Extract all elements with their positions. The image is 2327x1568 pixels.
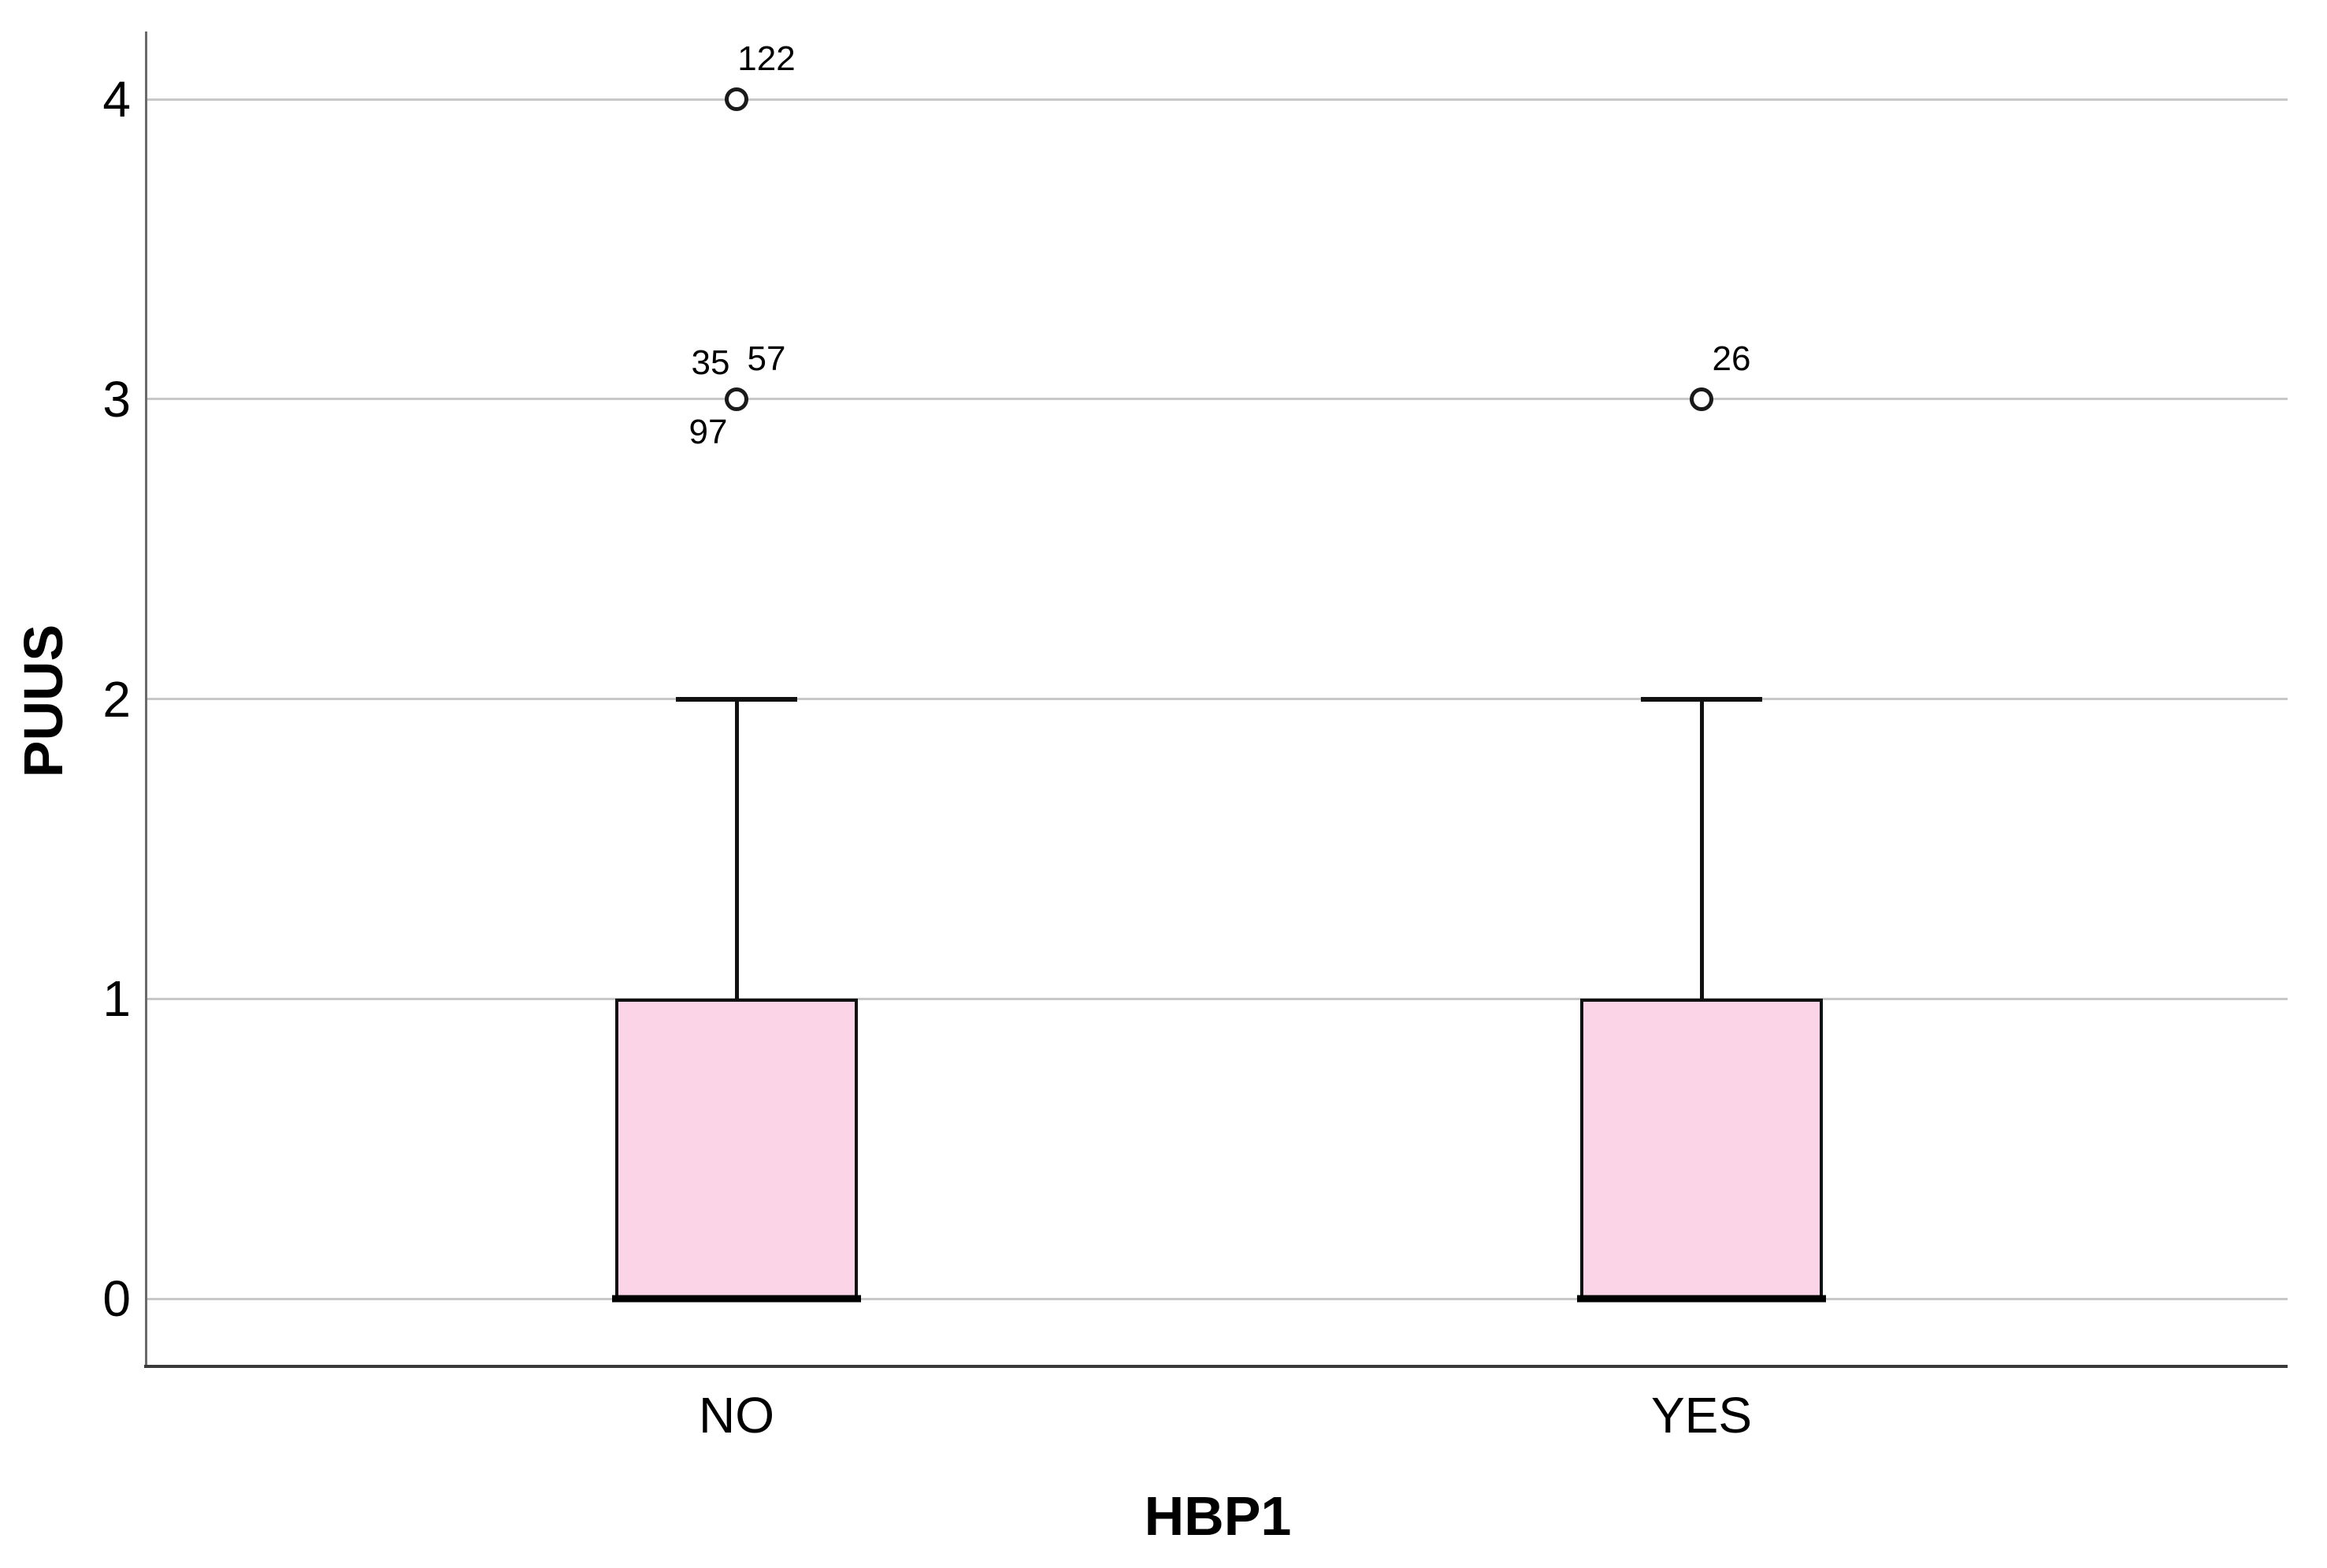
outlier-label: 97	[688, 412, 728, 451]
whisker-cap	[1641, 696, 1762, 702]
y-gridline	[146, 997, 2288, 1000]
median-line	[612, 1295, 861, 1303]
box-iqr	[615, 999, 858, 1299]
y-gridline	[146, 698, 2288, 700]
x-axis-line	[144, 1365, 2288, 1368]
outlier-label: 57	[747, 339, 786, 378]
outlier-label: 26	[1712, 339, 1751, 378]
y-axis-title: PUUS	[13, 624, 74, 778]
outlier-label: 122	[737, 39, 796, 78]
outlier-label: 35	[691, 343, 730, 382]
y-tick-label: 4	[102, 71, 131, 128]
y-gridline	[146, 1297, 2288, 1300]
outlier-circle	[1690, 387, 1713, 411]
whisker-line	[1699, 699, 1704, 999]
box-iqr	[1580, 999, 1823, 1299]
y-axis-line	[145, 32, 147, 1365]
y-gridline	[146, 398, 2288, 401]
y-tick-label: 2	[102, 670, 131, 728]
outlier-circle	[725, 87, 748, 111]
y-tick-label: 3	[102, 370, 131, 428]
whisker-line	[734, 699, 739, 999]
whisker-cap	[676, 696, 797, 702]
category-label: NO	[699, 1387, 774, 1444]
y-tick-label: 1	[102, 970, 131, 1028]
outlier-circle	[725, 387, 748, 411]
median-line	[1577, 1295, 1826, 1303]
x-axis-title: HBP1	[1144, 1485, 1292, 1547]
y-tick-label: 0	[102, 1270, 131, 1327]
category-label: YES	[1650, 1387, 1753, 1444]
y-gridline	[146, 98, 2288, 101]
